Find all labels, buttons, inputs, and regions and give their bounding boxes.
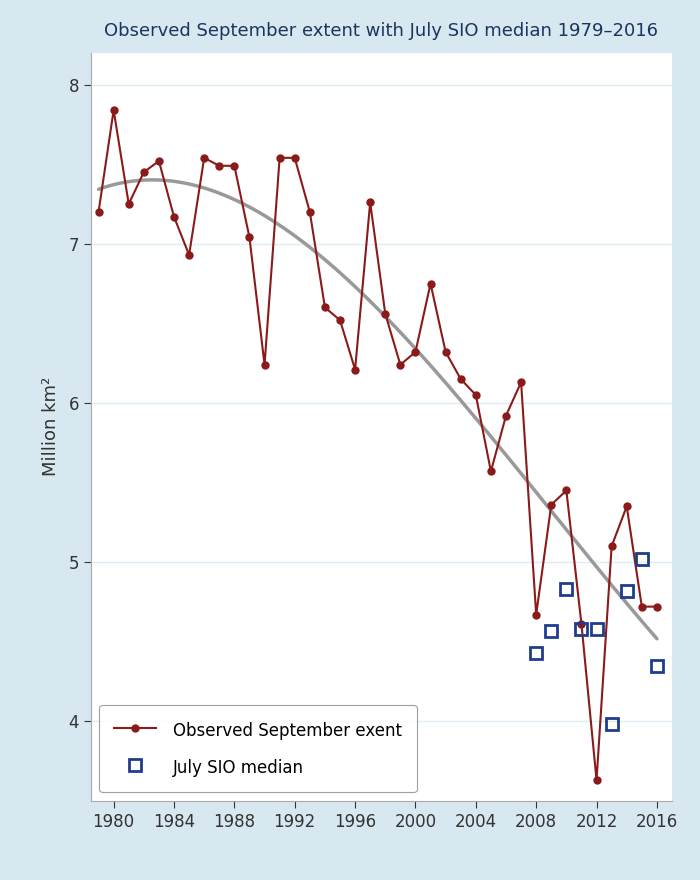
Title: Observed September extent with July SIO median 1979–2016: Observed September extent with July SIO … <box>104 22 659 40</box>
Y-axis label: Million km²: Million km² <box>43 378 60 476</box>
Legend: Observed September exent, July SIO median: Observed September exent, July SIO media… <box>99 705 416 793</box>
